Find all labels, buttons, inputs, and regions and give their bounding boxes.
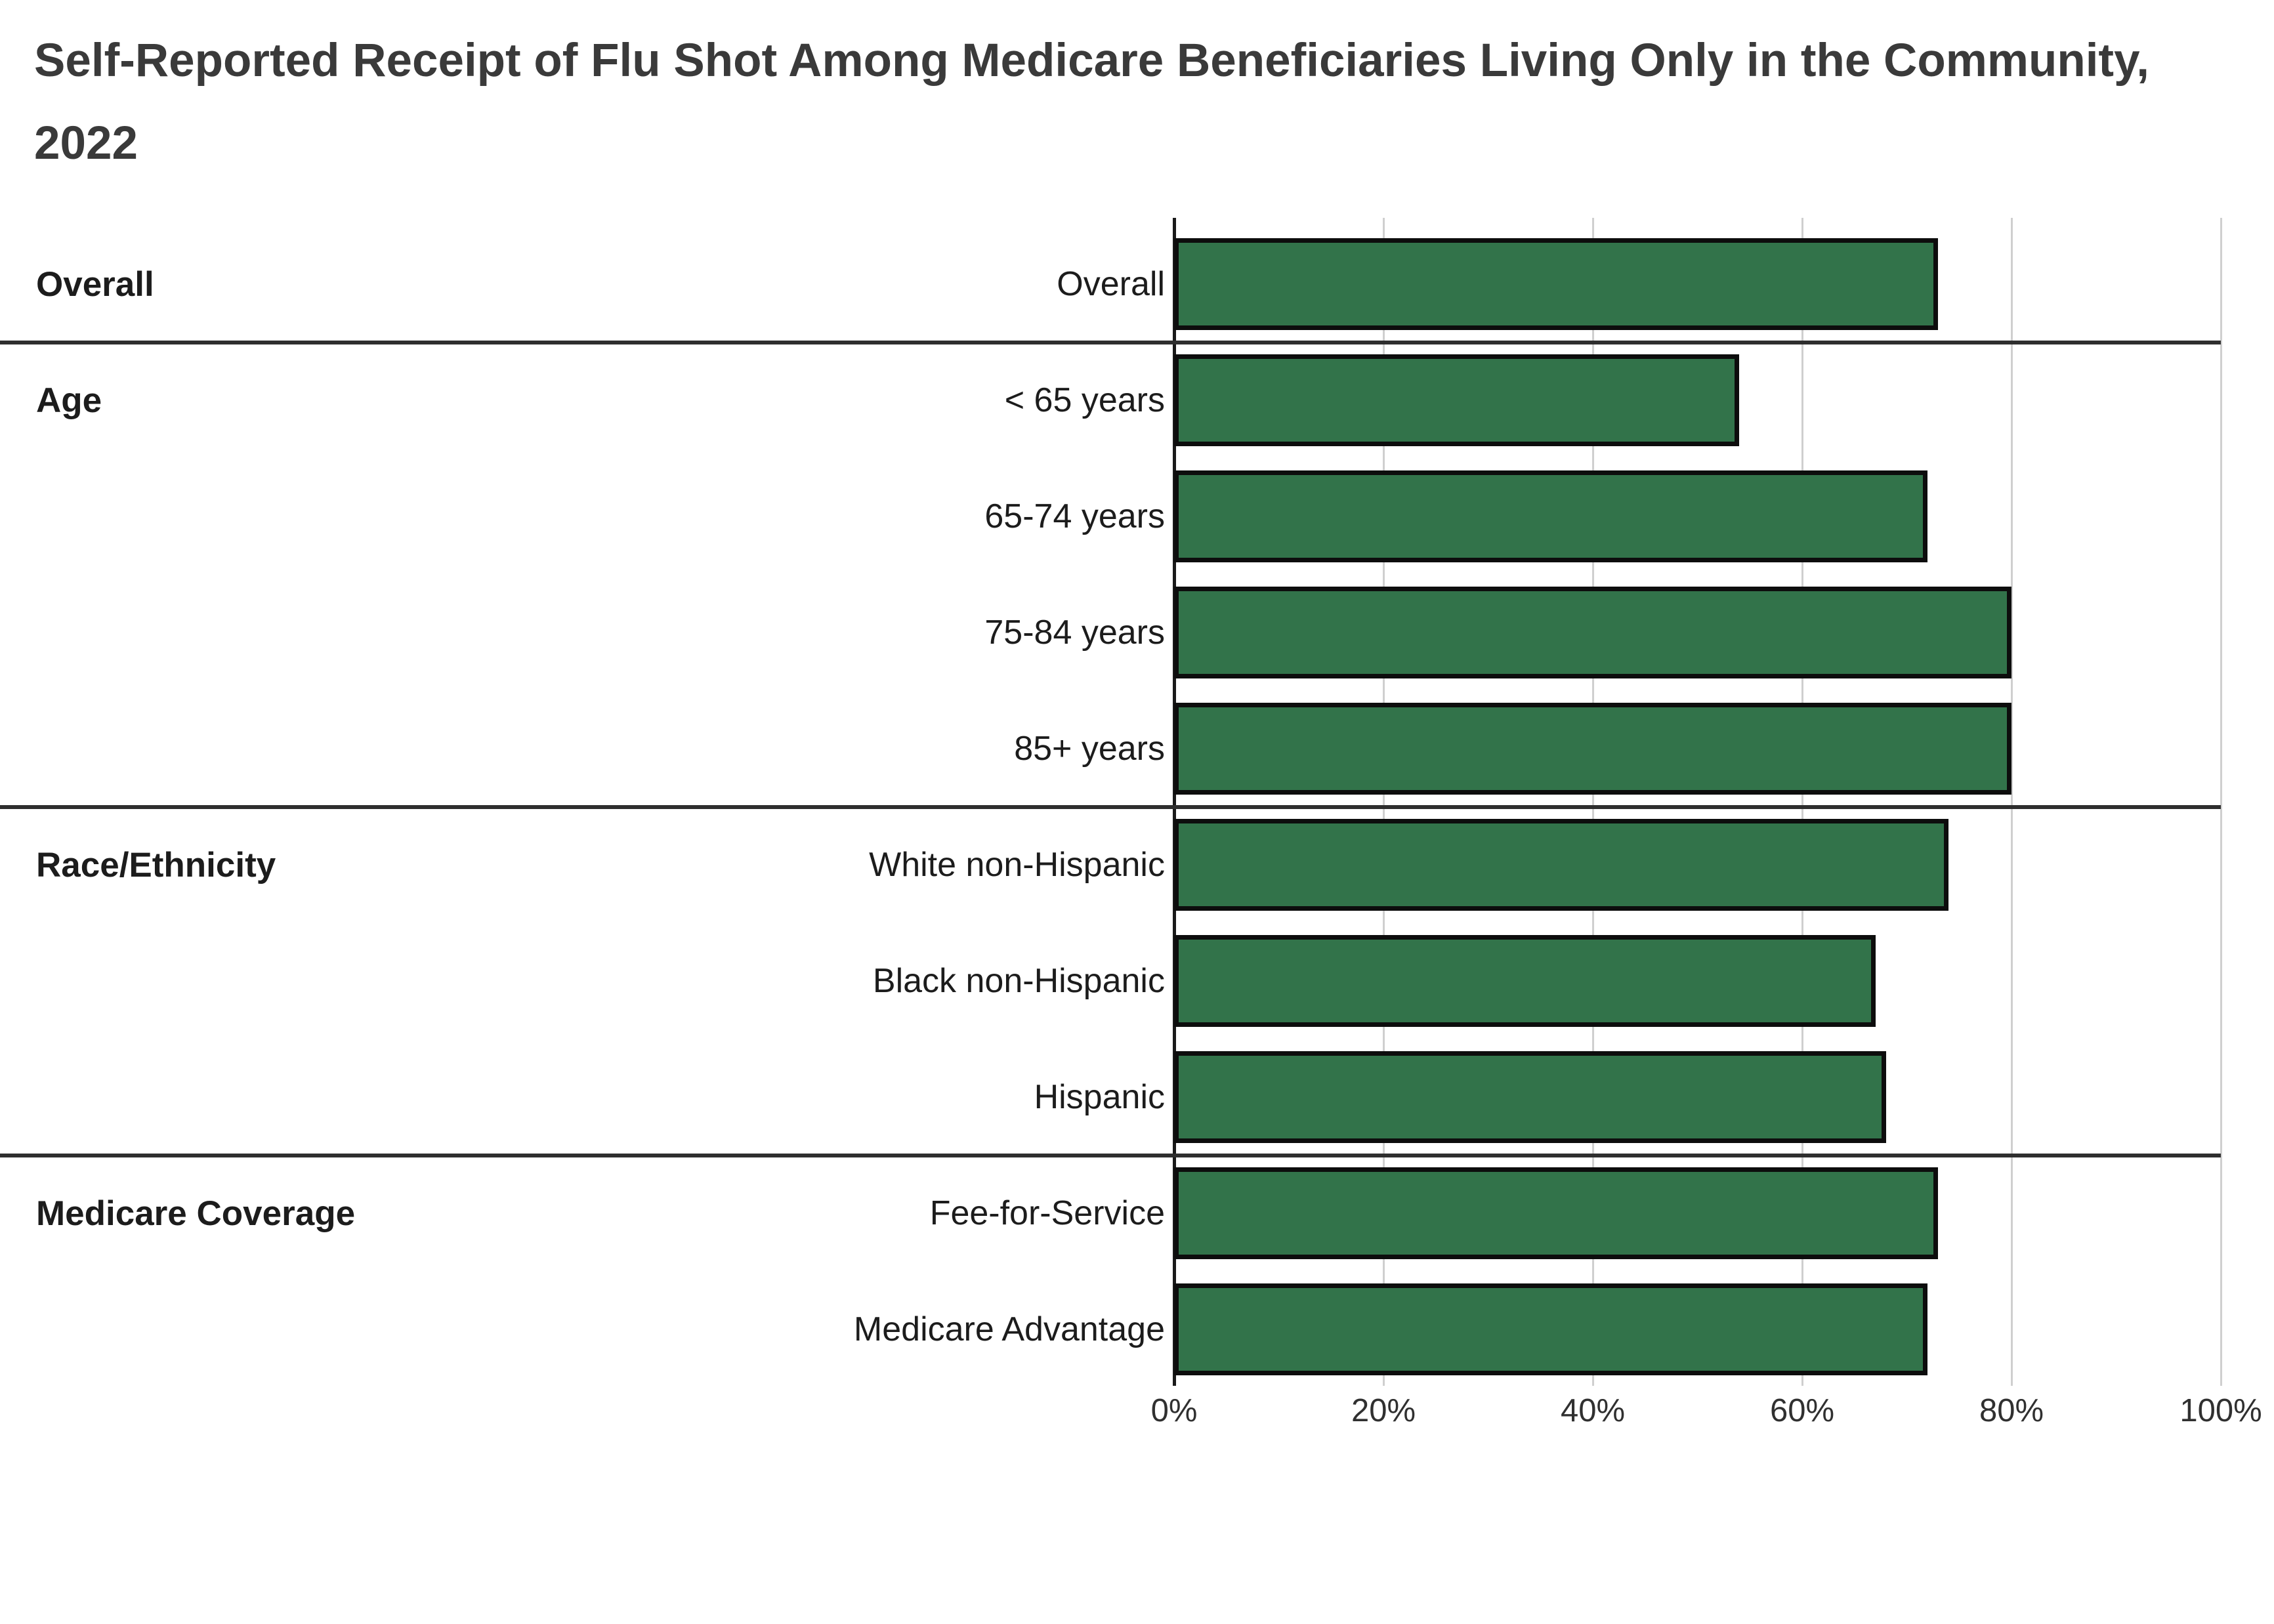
bar [1174,1167,1938,1259]
section-divider [0,1154,2221,1157]
row-label: < 65 years [1004,381,1165,419]
x-tick-label: 40% [1560,1393,1626,1428]
section-label: Medicare Coverage [36,1194,356,1233]
row-label-box: 75-84 years [525,587,1165,678]
section-label-box: Age [36,354,495,446]
x-tick-label: 100% [2179,1393,2262,1428]
row-label-box: Fee-for-Service [525,1167,1165,1259]
bar [1174,819,1948,911]
row-label: 85+ years [1014,730,1165,768]
row-label: 75-84 years [984,614,1165,652]
bar [1174,1283,1927,1375]
row-label-box: Hispanic [525,1051,1165,1143]
x-tick-label: 60% [1769,1393,1835,1428]
chart-title: Self-Reported Receipt of Flu Shot Among … [34,35,2150,169]
section-label: Overall [36,264,154,304]
bar [1174,238,1938,330]
bar [1174,935,1876,1027]
section-label: Race/Ethnicity [36,845,276,885]
bar [1174,703,2011,795]
row-label-box: Medicare Advantage [525,1283,1165,1375]
gridline [2011,218,2013,1386]
row-label: 65-74 years [984,497,1165,535]
row-label-box: < 65 years [525,354,1165,446]
row-label: Medicare Advantage [853,1310,1165,1348]
x-tick-label: 20% [1351,1393,1416,1428]
row-label-box: Overall [525,238,1165,330]
row-label: Fee-for-Service [929,1194,1165,1232]
row-label-box: Black non-Hispanic [525,935,1165,1027]
x-tick-label: 0% [1150,1393,1198,1428]
section-divider [0,341,2221,344]
row-label: Black non-Hispanic [872,962,1165,1000]
section-label-box: Race/Ethnicity [36,819,495,911]
section-label-box: Medicare Coverage [36,1167,495,1259]
section-label-box: Overall [36,238,495,330]
gridline [1801,218,1803,1386]
x-axis-line [1173,218,1176,1386]
gridline [2220,218,2222,1386]
row-label: White non-Hispanic [869,846,1165,884]
row-label: Overall [1057,265,1165,303]
row-label-box: 65-74 years [525,470,1165,562]
bar [1174,354,1739,446]
gridline [1383,218,1385,1386]
bar [1174,470,1927,562]
section-divider [0,805,2221,809]
bar [1174,587,2011,678]
row-label-box: White non-Hispanic [525,819,1165,911]
x-tick-label: 80% [1979,1393,2044,1428]
section-label: Age [36,381,102,420]
bar [1174,1051,1886,1143]
row-label-box: 85+ years [525,703,1165,795]
row-label: Hispanic [1034,1078,1165,1116]
gridline [1592,218,1594,1386]
